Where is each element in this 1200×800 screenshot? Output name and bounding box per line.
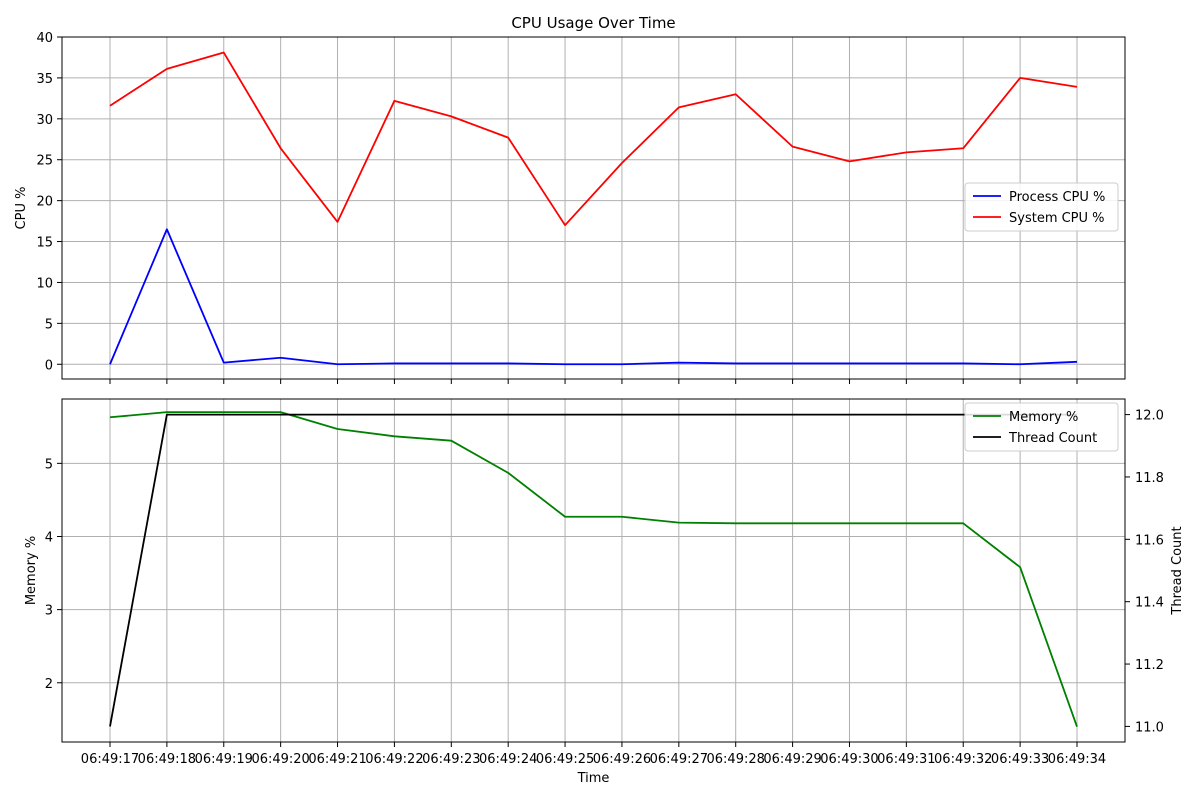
x-tick-label: 06:49:20 xyxy=(251,752,309,767)
series-line-system-cpu xyxy=(109,51,1078,227)
y-axis-label: Memory % xyxy=(24,536,39,605)
x-tick-label: 06:49:19 xyxy=(195,752,253,767)
y-tick-label: 10 xyxy=(36,276,53,291)
legend-label: System CPU % xyxy=(1009,211,1105,226)
x-tick-label: 06:49:24 xyxy=(479,752,537,767)
x-tick-label: 06:49:28 xyxy=(707,752,765,767)
y-tick-label: 15 xyxy=(36,236,53,251)
y-tick-label: 2 xyxy=(45,677,53,692)
y-tick-label: 3 xyxy=(45,604,53,619)
y-right-tick-label: 11.4 xyxy=(1135,596,1164,611)
x-tick-label: 06:49:31 xyxy=(877,752,935,767)
series-line-memory xyxy=(109,411,1078,727)
plot-frame xyxy=(61,398,1126,743)
x-tick-label: 06:49:22 xyxy=(365,752,423,767)
x-tick-label: 06:49:27 xyxy=(650,752,708,767)
legend-label: Thread Count xyxy=(1008,431,1097,446)
y-tick-label: 20 xyxy=(36,195,53,210)
y-tick-label: 30 xyxy=(36,113,53,128)
x-tick-label: 06:49:29 xyxy=(763,752,821,767)
x-tick-label: 06:49:21 xyxy=(308,752,366,767)
x-tick-label: 06:49:30 xyxy=(820,752,878,767)
x-tick-label: 06:49:25 xyxy=(536,752,594,767)
y-right-tick-label: 11.0 xyxy=(1135,720,1164,735)
x-tick-label: 06:49:34 xyxy=(1048,752,1106,767)
y-axis-label: CPU % xyxy=(14,187,29,230)
y-right-tick-label: 11.2 xyxy=(1135,658,1164,673)
x-tick-label: 06:49:32 xyxy=(934,752,992,767)
x-tick-label: 06:49:18 xyxy=(138,752,196,767)
y-right-tick-label: 11.6 xyxy=(1135,533,1164,548)
legend: Memory % Thread Count xyxy=(964,402,1119,452)
legend: Process CPU % System CPU % xyxy=(964,182,1119,232)
x-tick-label: 06:49:17 xyxy=(81,752,139,767)
legend-box xyxy=(964,182,1119,232)
y-right-tick-label: 11.8 xyxy=(1135,471,1164,486)
y-right-axis-label: Thread Count xyxy=(1170,526,1185,615)
legend-label: Process CPU % xyxy=(1009,190,1105,205)
series-line-process-cpu xyxy=(109,228,1078,366)
y-right-tick-label: 12.0 xyxy=(1135,409,1164,424)
y-tick-label: 35 xyxy=(36,72,53,87)
y-tick-label: 5 xyxy=(45,317,53,332)
legend-box xyxy=(964,402,1119,452)
y-tick-label: 25 xyxy=(36,154,53,169)
y-tick-label: 0 xyxy=(45,358,53,373)
chart-title: CPU Usage Over Time xyxy=(511,14,675,32)
x-tick-label: 06:49:33 xyxy=(991,752,1049,767)
plot-frame xyxy=(61,36,1126,380)
y-tick-label: 5 xyxy=(45,457,53,472)
series-line-thread-count xyxy=(109,413,1077,727)
y-tick-label: 40 xyxy=(36,31,53,46)
legend-label: Memory % xyxy=(1009,410,1078,425)
y-tick-label: 4 xyxy=(45,530,53,545)
x-axis-label: Time xyxy=(577,771,610,786)
x-tick-label: 06:49:26 xyxy=(593,752,651,767)
x-tick-label: 06:49:23 xyxy=(422,752,480,767)
